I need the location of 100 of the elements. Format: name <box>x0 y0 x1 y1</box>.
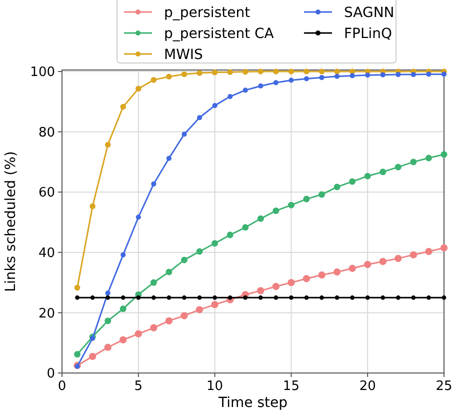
point <box>196 306 204 314</box>
point <box>181 71 188 78</box>
point <box>426 72 432 77</box>
legend-label: MWIS <box>164 46 204 63</box>
x-tick-label: 10 <box>206 379 224 394</box>
point <box>365 295 370 300</box>
point <box>74 284 80 291</box>
x-tick-label: 15 <box>282 379 300 394</box>
point <box>304 295 309 300</box>
point <box>166 156 172 161</box>
point <box>349 178 356 185</box>
point <box>88 352 96 360</box>
point <box>320 295 324 300</box>
point <box>75 295 80 300</box>
point <box>151 181 156 187</box>
y-tick-label: 100 <box>30 65 55 80</box>
point <box>272 282 280 290</box>
point <box>365 72 370 78</box>
point <box>212 295 217 300</box>
legend-label: SAGNN <box>344 4 394 21</box>
point <box>150 324 158 332</box>
point <box>90 295 95 300</box>
point <box>120 252 126 258</box>
point <box>441 72 447 77</box>
point <box>134 330 142 338</box>
point <box>334 68 340 74</box>
point <box>226 232 234 238</box>
point <box>380 295 386 300</box>
point <box>334 74 340 79</box>
point <box>258 68 264 74</box>
point <box>318 271 326 279</box>
point <box>364 172 371 180</box>
point <box>242 68 248 75</box>
point <box>136 214 141 220</box>
point <box>120 336 127 344</box>
point <box>212 103 218 108</box>
point <box>288 202 294 208</box>
point <box>304 68 310 74</box>
point <box>440 151 448 158</box>
point <box>273 68 279 74</box>
point <box>151 295 156 300</box>
point <box>242 88 248 93</box>
point <box>396 72 401 78</box>
x-tick-label: 20 <box>359 379 376 394</box>
point <box>258 83 264 89</box>
y-axis-title: Links scheduled (%) <box>3 151 19 292</box>
point <box>273 80 278 86</box>
point <box>333 268 341 276</box>
point <box>394 254 402 262</box>
point <box>410 158 417 166</box>
point <box>304 76 310 82</box>
point <box>166 74 172 80</box>
point <box>242 224 249 231</box>
point <box>318 191 326 198</box>
point <box>196 70 202 76</box>
point <box>150 77 157 83</box>
point <box>212 240 218 247</box>
point <box>150 279 157 286</box>
legend-label: p_persistent CA <box>164 26 274 42</box>
point <box>319 74 324 80</box>
point <box>196 115 202 120</box>
x-tick-label: 5 <box>134 379 143 394</box>
point <box>74 351 81 358</box>
point <box>379 258 386 266</box>
point <box>120 306 126 312</box>
point <box>182 132 187 137</box>
y-tick-label: 80 <box>38 125 55 140</box>
point <box>243 295 248 300</box>
point <box>334 295 340 300</box>
point <box>166 295 172 300</box>
point <box>318 68 325 74</box>
point <box>288 278 295 286</box>
point <box>211 300 218 308</box>
point <box>303 196 310 202</box>
point <box>212 70 218 76</box>
point <box>105 290 110 296</box>
y-tick-label: 40 <box>38 246 55 261</box>
y-tick-label: 20 <box>38 306 55 322</box>
point <box>410 72 416 78</box>
legend-label: p_persistent <box>164 4 251 21</box>
point <box>350 73 355 78</box>
point <box>180 312 188 320</box>
point <box>288 78 294 83</box>
point <box>380 72 386 78</box>
point <box>136 86 142 92</box>
point <box>348 264 356 272</box>
point <box>197 295 202 300</box>
point <box>380 168 386 176</box>
x-tick-label: 25 <box>436 379 452 394</box>
point <box>425 154 432 162</box>
point <box>136 295 141 300</box>
point <box>182 295 186 300</box>
point <box>228 295 232 300</box>
legend-label: FPLinQ <box>344 26 392 42</box>
point <box>227 69 233 76</box>
point <box>104 318 112 324</box>
point <box>394 164 402 170</box>
point <box>288 68 294 74</box>
point <box>120 104 126 110</box>
point <box>166 268 172 276</box>
